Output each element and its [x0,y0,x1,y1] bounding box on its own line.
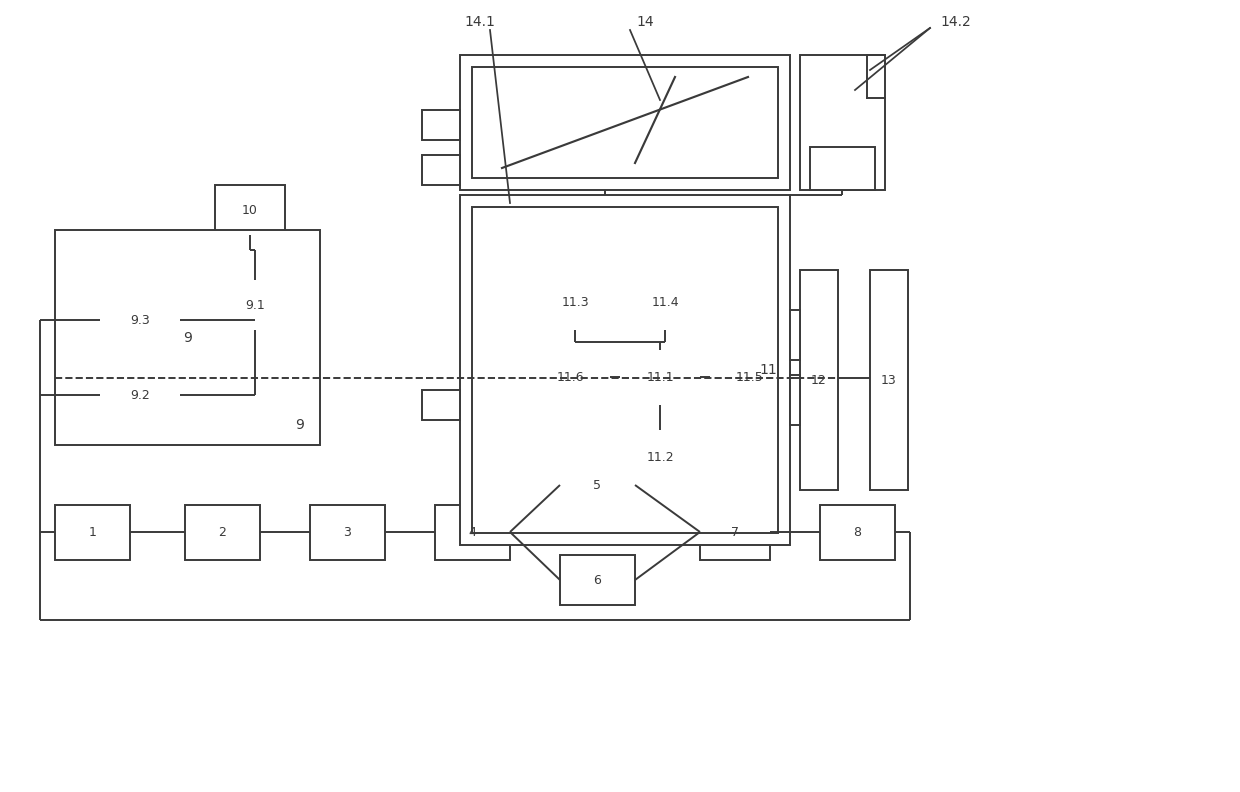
Text: 14.1: 14.1 [465,15,496,29]
Bar [100,370,180,420]
Bar [460,55,790,190]
Text: 13: 13 [882,374,897,386]
Bar [55,505,130,560]
Text: 11.4: 11.4 [651,296,678,309]
Bar [529,350,610,405]
Text: 11.3: 11.3 [562,296,589,309]
Text: 9.2: 9.2 [130,389,150,402]
Bar [472,207,777,533]
Text: 11.1: 11.1 [646,371,673,384]
Bar [422,155,460,185]
Text: 11.5: 11.5 [737,371,764,384]
Bar [790,310,800,360]
Bar [560,555,635,605]
Text: 2: 2 [218,526,227,539]
Bar [800,55,885,190]
Bar [215,185,285,235]
Text: 9.3: 9.3 [130,314,150,326]
Bar [460,195,790,545]
Bar [422,110,460,140]
Bar [310,505,384,560]
Bar [711,350,790,405]
Text: 12: 12 [811,374,827,386]
Text: 9: 9 [295,418,305,432]
Text: 6: 6 [594,573,601,587]
Bar [870,270,908,490]
Bar [625,275,706,330]
Bar [100,295,180,345]
Text: 14.2: 14.2 [940,15,971,29]
Bar [55,230,320,445]
Text: 9.1: 9.1 [246,299,265,311]
Text: 11: 11 [759,363,777,377]
Bar [215,280,295,330]
Bar [701,505,770,560]
Text: 9: 9 [184,330,192,345]
Bar [435,505,510,560]
Text: 7: 7 [732,526,739,539]
Bar [472,67,777,178]
Text: 11.6: 11.6 [557,371,584,384]
Bar [790,375,800,425]
Bar [185,505,260,560]
Bar [560,460,635,510]
Bar [534,275,615,330]
Text: 1: 1 [88,526,97,539]
Text: 8: 8 [853,526,862,539]
Bar [800,270,838,490]
Text: 11.2: 11.2 [646,451,673,464]
Bar [820,505,895,560]
Text: 3: 3 [343,526,351,539]
Bar [620,350,701,405]
Bar [810,147,875,190]
Bar [422,390,460,420]
Bar [620,430,701,485]
Text: 14: 14 [636,15,653,29]
Text: 5: 5 [594,478,601,492]
Text: 4: 4 [469,526,476,539]
Text: 10: 10 [242,204,258,216]
